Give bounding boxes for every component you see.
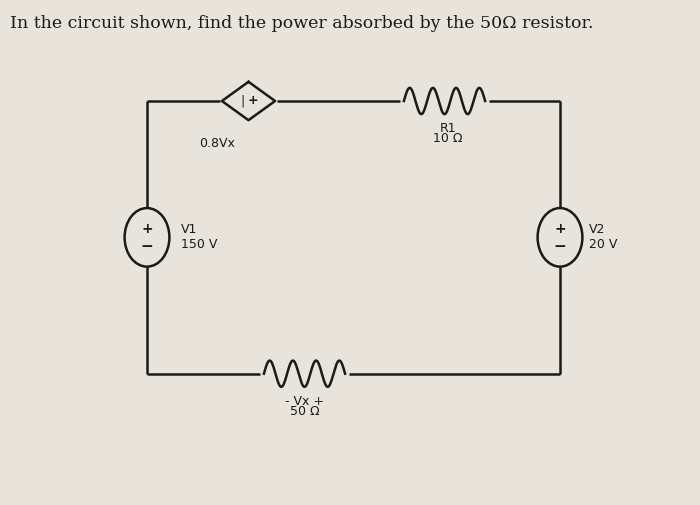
Text: R1: R1 — [440, 122, 456, 135]
Text: In the circuit shown, find the power absorbed by the 50Ω resistor.: In the circuit shown, find the power abs… — [10, 15, 594, 32]
Text: V2: V2 — [589, 223, 606, 236]
Text: +: + — [248, 94, 259, 108]
Text: 10 Ω: 10 Ω — [433, 132, 463, 145]
Text: +: + — [554, 222, 566, 236]
Text: 20 V: 20 V — [589, 238, 618, 251]
Text: 150 V: 150 V — [181, 238, 217, 251]
Text: |: | — [241, 94, 245, 108]
Text: +: + — [141, 222, 153, 236]
Text: 50 Ω: 50 Ω — [290, 405, 319, 418]
Text: 0.8Vx: 0.8Vx — [199, 137, 235, 150]
Text: V1: V1 — [181, 223, 197, 236]
Text: - Vx +: - Vx + — [285, 395, 324, 408]
Text: −: − — [554, 239, 566, 254]
Text: −: − — [141, 239, 153, 254]
